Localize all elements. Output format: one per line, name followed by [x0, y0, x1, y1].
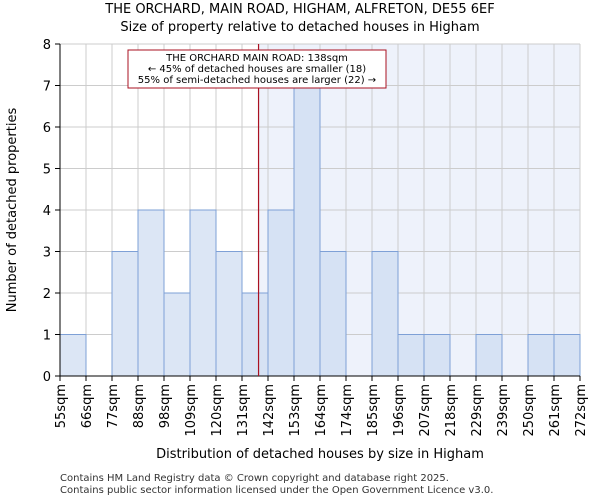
y-tick-label: 4 [43, 204, 51, 219]
histogram-bar [371, 251, 399, 377]
x-tick-label: 185sqm [366, 384, 381, 437]
annotation-box [127, 49, 387, 89]
y-tick-label: 5 [43, 163, 51, 178]
x-tick-label: 88sqm [132, 384, 147, 428]
x-tick-label: 164sqm [314, 384, 329, 437]
annotation-line-2: ← 45% of detached houses are smaller (18… [148, 64, 366, 75]
histogram-bar [137, 209, 165, 377]
x-tick-label: 131sqm [236, 384, 251, 437]
annotation-line-1: THE ORCHARD MAIN ROAD: 138sqm [165, 53, 348, 64]
histogram-bar [527, 334, 555, 377]
histogram-bar [319, 251, 347, 377]
y-tick-label: 2 [43, 287, 51, 302]
x-tick-label: 196sqm [392, 384, 407, 437]
x-tick-label: 207sqm [418, 384, 433, 437]
x-tick-label: 109sqm [184, 384, 199, 437]
y-tick-label: 8 [43, 38, 51, 53]
x-tick-label: 229sqm [470, 384, 485, 437]
y-tick-label: 1 [43, 329, 51, 344]
histogram-bar [293, 85, 321, 377]
histogram-bar [423, 334, 451, 377]
histogram-bar [475, 334, 503, 377]
chart-title: THE ORCHARD, MAIN ROAD, HIGHAM, ALFRETON… [105, 2, 495, 17]
x-tick-label: 120sqm [210, 384, 225, 437]
x-tick-label: 239sqm [496, 384, 511, 437]
footer-line-1: Contains HM Land Registry data © Crown c… [60, 473, 449, 484]
x-tick-label: 272sqm [574, 384, 589, 437]
x-tick-label: 98sqm [158, 384, 173, 428]
histogram-bar [553, 334, 581, 377]
y-axis-label: Number of detached properties [5, 108, 20, 313]
histogram-bar [189, 209, 217, 377]
histogram-bar [163, 292, 191, 377]
x-tick-label: 66sqm [80, 384, 95, 428]
x-axis-label: Distribution of detached houses by size … [156, 447, 484, 462]
y-tick-label: 6 [43, 121, 51, 136]
y-tick-label: 7 [43, 80, 51, 95]
x-tick-label: 153sqm [288, 384, 303, 437]
x-tick-label: 218sqm [444, 384, 459, 437]
histogram-bar [59, 334, 87, 377]
histogram-bar [215, 251, 243, 377]
x-tick-label: 174sqm [340, 384, 355, 437]
x-tick-label: 142sqm [262, 384, 277, 437]
x-tick-label: 250sqm [522, 384, 537, 437]
histogram-chart: 0 1 2 3 4 5 6 7 8 55sqm 66sqm 77sqm 88sqm 98sqm 109sqm… [5, 38, 589, 462]
footer-line-2: Contains public sector information licen… [60, 485, 494, 496]
histogram-bar [111, 251, 139, 377]
annotation-line-3: 55% of semi-detached houses are larger (… [138, 75, 376, 86]
x-tick-label: 77sqm [106, 384, 121, 428]
histogram-bar [397, 334, 425, 377]
histogram-bar [267, 209, 295, 377]
y-tick-label: 0 [43, 370, 51, 385]
y-tick-label: 3 [43, 246, 51, 261]
x-tick-label: 55sqm [54, 384, 69, 428]
x-tick-label: 261sqm [548, 384, 563, 437]
chart-subtitle: Size of property relative to detached ho… [120, 20, 480, 35]
histogram-bar [241, 292, 269, 377]
